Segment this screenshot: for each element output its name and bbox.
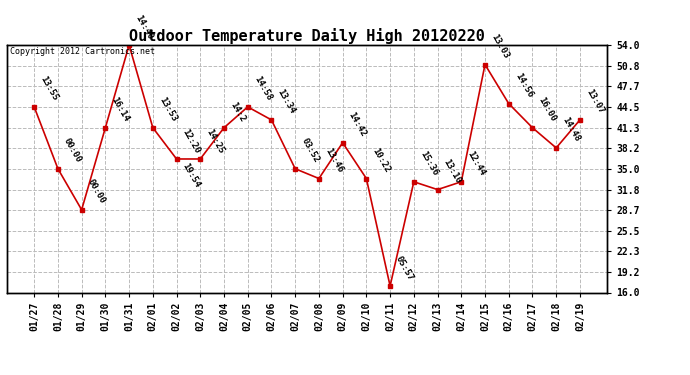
Text: 13:34: 13:34 <box>275 88 297 116</box>
Text: 14:58: 14:58 <box>252 75 273 103</box>
Text: 13:46: 13:46 <box>323 147 344 174</box>
Text: 10:22: 10:22 <box>371 147 392 174</box>
Text: 05:57: 05:57 <box>394 254 415 282</box>
Text: 13:10: 13:10 <box>442 158 463 185</box>
Text: 13:55: 13:55 <box>39 75 59 103</box>
Text: 13:53: 13:53 <box>157 96 178 123</box>
Text: 14:48: 14:48 <box>560 116 582 144</box>
Title: Outdoor Temperature Daily High 20120220: Outdoor Temperature Daily High 20120220 <box>129 28 485 44</box>
Text: 12:20: 12:20 <box>181 127 202 155</box>
Text: 00:00: 00:00 <box>86 178 107 206</box>
Text: Copyright 2012 Cartronics.net: Copyright 2012 Cartronics.net <box>10 48 155 57</box>
Text: 16:00: 16:00 <box>537 96 558 123</box>
Text: 13:07: 13:07 <box>584 88 605 116</box>
Text: 16:14: 16:14 <box>110 96 131 123</box>
Text: 14:42: 14:42 <box>347 111 368 138</box>
Text: 14:25: 14:25 <box>204 127 226 155</box>
Text: 14:40: 14:40 <box>133 13 155 41</box>
Text: 03:52: 03:52 <box>299 137 321 165</box>
Text: 13:03: 13:03 <box>489 33 511 60</box>
Text: 14:2: 14:2 <box>228 100 247 123</box>
Text: 12:44: 12:44 <box>466 150 486 178</box>
Text: 19:54: 19:54 <box>181 162 202 189</box>
Text: 14:56: 14:56 <box>513 72 534 99</box>
Text: 15:36: 15:36 <box>418 150 440 178</box>
Text: 00:00: 00:00 <box>62 137 83 165</box>
